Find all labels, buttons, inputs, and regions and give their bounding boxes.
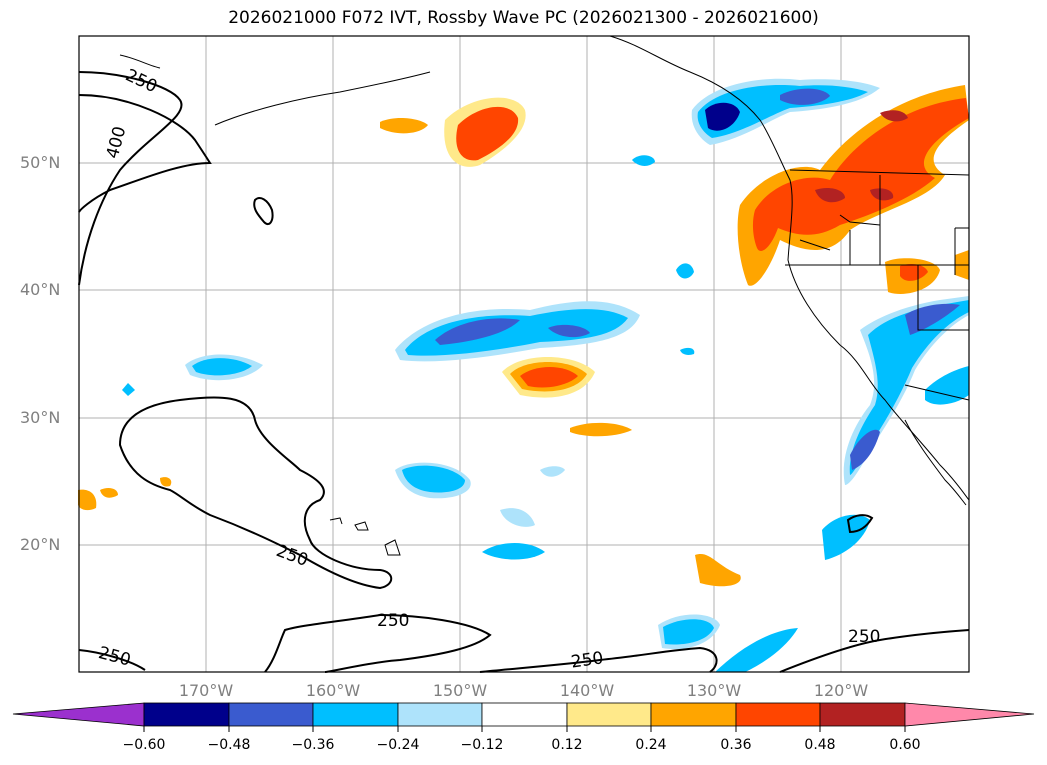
anomaly-blob	[456, 106, 519, 161]
colorbar-cell	[481, 702, 568, 727]
lat-label-50n: 50°N	[20, 153, 61, 172]
lon-label-140w: 140°W	[559, 681, 615, 700]
lon-label-170w: 170°W	[178, 681, 234, 700]
anomaly-blob	[663, 619, 714, 645]
contour-250	[779, 629, 970, 673]
anomaly-blob	[880, 110, 908, 122]
anomaly-blob	[520, 367, 578, 388]
colorbar-cell	[312, 702, 399, 727]
anomaly-blob	[100, 487, 118, 498]
anomaly-blob	[849, 300, 969, 475]
anomaly-blob	[680, 347, 695, 355]
positive-anomalies	[78, 85, 969, 587]
anomaly-blob	[78, 489, 97, 511]
anomaly-blob	[405, 309, 628, 356]
anomaly-blob	[160, 477, 172, 487]
anomaly-blob	[925, 366, 969, 405]
colorbar-tick-label: 0.12	[551, 737, 583, 753]
lat-label-30n: 30°N	[20, 408, 61, 427]
colorbar-cell	[819, 702, 906, 727]
contour-250	[253, 197, 274, 226]
lon-label-150w: 150°W	[432, 681, 488, 700]
anomaly-blob	[482, 543, 545, 560]
lat-label-20n: 20°N	[20, 535, 61, 554]
contour-400	[78, 94, 212, 213]
colorbar-extend-low	[12, 702, 145, 727]
colorbar-cell	[566, 702, 652, 727]
anomaly-blob	[850, 429, 880, 470]
colorbar-cell	[228, 702, 314, 727]
colorbar-tick-label: −0.12	[460, 737, 504, 753]
colorbar-tick-label: −0.60	[122, 737, 166, 753]
colorbar-tick-label: 0.48	[804, 737, 836, 753]
anomaly-blob	[695, 554, 741, 587]
anomaly-blob	[402, 465, 465, 493]
anomaly-blob	[540, 466, 565, 477]
colorbar-extend-high	[904, 702, 1035, 727]
colorbar-cell	[397, 702, 483, 727]
anomaly-blob	[632, 155, 655, 166]
anomaly-blob	[815, 187, 845, 203]
contour-label: 250	[848, 627, 880, 647]
contour-250	[78, 649, 146, 671]
contour-250	[479, 646, 718, 673]
map-title: 2026021000 F072 IVT, Rossby Wave PC (202…	[228, 8, 819, 28]
anomaly-blob	[435, 318, 520, 345]
anomaly-blob	[780, 88, 830, 105]
anomaly-blob	[676, 263, 694, 279]
colorbar	[12, 702, 1035, 732]
anomaly-blob	[705, 102, 740, 131]
negative-anomalies	[122, 78, 969, 672]
colorbar-cell	[650, 702, 737, 727]
anomaly-blob	[192, 358, 252, 376]
anomaly-blob	[715, 628, 798, 672]
colorbar-tick-label: 0.24	[635, 737, 667, 753]
anomaly-blob	[500, 508, 535, 527]
contour-250	[78, 71, 183, 286]
anomaly-blob	[752, 98, 969, 251]
anomaly-blob	[870, 188, 894, 201]
coastlines	[119, 35, 970, 556]
lon-label-120w: 120°W	[813, 681, 869, 700]
contour-250	[846, 514, 874, 534]
anomaly-blob	[380, 118, 428, 134]
colorbar-tick-label: 0.36	[720, 737, 752, 753]
lat-label-40n: 40°N	[20, 280, 61, 299]
anomaly-blob	[900, 264, 928, 281]
colorbar-tick-label: −0.36	[291, 737, 335, 753]
colorbar-tick-label: −0.24	[376, 737, 420, 753]
contours	[78, 71, 970, 673]
contour-250	[118, 396, 393, 590]
contour-label: 250	[377, 611, 409, 631]
colorbar-cell	[143, 702, 230, 727]
colorbar-cell	[735, 702, 821, 727]
lon-label-130w: 130°W	[686, 681, 742, 700]
contour-label: 250	[570, 648, 605, 672]
lon-label-160w: 160°W	[305, 681, 361, 700]
anomaly-blob	[548, 324, 590, 338]
anomaly-blob	[122, 383, 135, 396]
anomaly-blob	[905, 303, 960, 335]
colorbar-tick-label: −0.48	[207, 737, 251, 753]
anomaly-blob	[822, 514, 870, 560]
colorbar-tick-label: 0.60	[889, 737, 921, 753]
contour-250	[264, 613, 492, 673]
anomaly-blob	[570, 422, 632, 437]
